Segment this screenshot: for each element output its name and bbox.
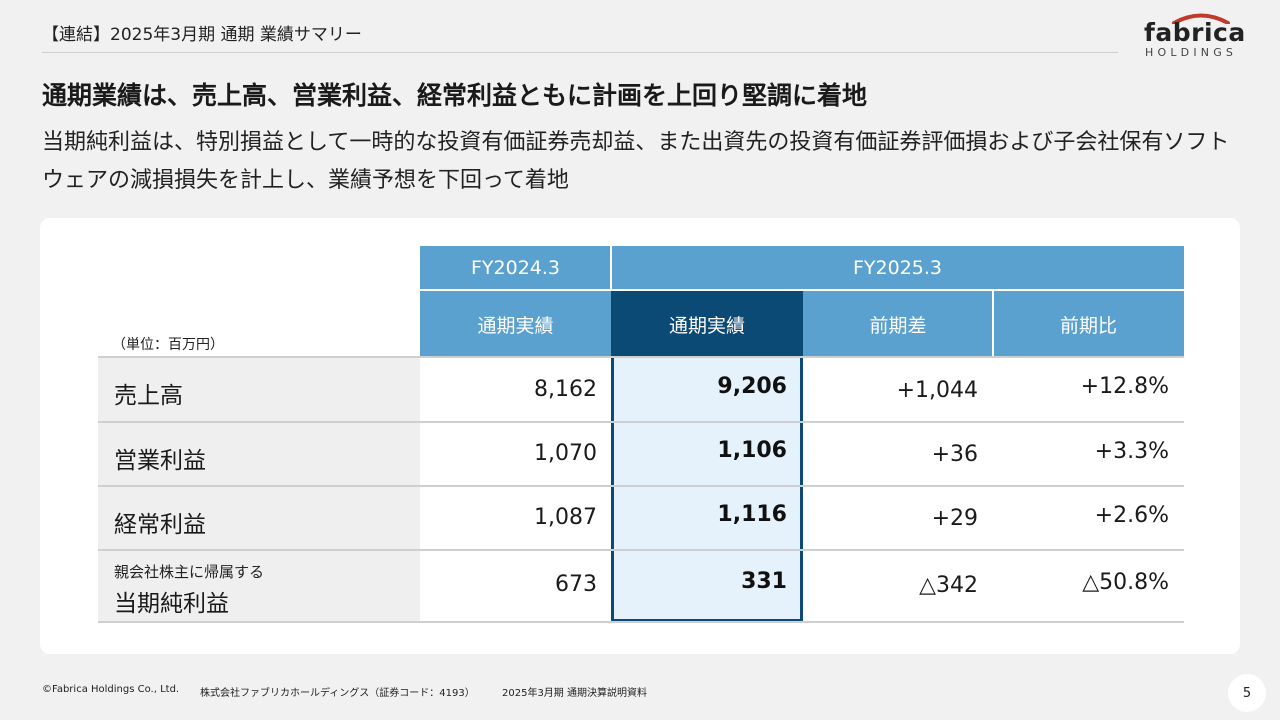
footer-document: 2025年3月期 通期決算説明資料 bbox=[502, 688, 647, 699]
row-label-bg bbox=[98, 551, 420, 621]
cell-diff: +1,044 bbox=[896, 378, 978, 403]
row-divider bbox=[98, 549, 1184, 551]
cell-prev: 1,070 bbox=[534, 441, 597, 466]
description: 当期純利益は、特別損益として一時的な投資有価証券売却益、また出資先の投資有価証券… bbox=[42, 130, 1230, 193]
cell-diff: +36 bbox=[931, 442, 978, 467]
row-label-bg bbox=[98, 487, 420, 549]
footer-copyright: ©Fabrica Holdings Co., Ltd. bbox=[42, 684, 180, 695]
headline: 通期業績は、売上高、営業利益、経常利益ともに計画を上回り堅調に着地 bbox=[42, 81, 868, 110]
company-logo: fabrica HOLDINGS bbox=[1140, 10, 1245, 62]
highlight-current-column bbox=[611, 358, 803, 622]
cell-prev: 8,162 bbox=[534, 377, 597, 402]
cell-curr: 9,206 bbox=[717, 374, 787, 399]
row-divider bbox=[98, 485, 1184, 487]
header-separator bbox=[992, 290, 994, 358]
logo-wordmark: fabrica bbox=[1144, 18, 1246, 47]
cell-diff: △342 bbox=[919, 573, 978, 598]
row-label-net-income: 当期純利益 bbox=[114, 591, 229, 617]
logo-arc-icon bbox=[1172, 13, 1230, 24]
slide-section-title: 【連結】2025年3月期 通期 業績サマリー bbox=[42, 25, 362, 45]
logo-subtitle: HOLDINGS bbox=[1145, 46, 1238, 59]
cell-curr: 1,116 bbox=[717, 502, 787, 527]
header-separator bbox=[420, 289, 611, 291]
row-divider bbox=[98, 356, 1184, 358]
row-sublabel-parent-attrib: 親会社株主に帰属する bbox=[114, 563, 265, 581]
col-header-prev-actual: 通期実績 bbox=[420, 290, 611, 358]
period-header-fy2025: FY2025.3 bbox=[611, 246, 1184, 290]
cell-ratio: +3.3% bbox=[1094, 439, 1169, 464]
row-label-operating-profit: 営業利益 bbox=[114, 448, 206, 474]
cell-prev: 1,087 bbox=[534, 505, 597, 530]
col-header-curr-actual: 通期実績 bbox=[611, 290, 803, 358]
header-separator bbox=[610, 246, 612, 290]
footer-company: 株式会社ファブリカホールディングス（証券コード：4193） bbox=[200, 688, 475, 699]
cell-ratio: +12.8% bbox=[1080, 374, 1169, 399]
cell-curr: 1,106 bbox=[717, 438, 787, 463]
row-divider bbox=[98, 421, 1184, 423]
period-header-fy2024: FY2024.3 bbox=[420, 246, 611, 290]
row-label-bg bbox=[98, 358, 420, 421]
cell-ratio: △50.8% bbox=[1082, 570, 1169, 595]
header-separator bbox=[611, 289, 1184, 291]
header-divider bbox=[42, 52, 1118, 53]
row-label-net-sales: 売上高 bbox=[114, 383, 183, 409]
col-header-yoy-ratio: 前期比 bbox=[993, 290, 1184, 358]
page-number: 5 bbox=[1228, 674, 1266, 712]
row-label-ordinary-profit: 経常利益 bbox=[114, 512, 206, 538]
cell-ratio: +2.6% bbox=[1094, 503, 1169, 528]
col-header-yoy-diff: 前期差 bbox=[803, 290, 993, 358]
unit-label: （単位：百万円） bbox=[112, 337, 224, 353]
cell-diff: +29 bbox=[931, 506, 978, 531]
cell-curr: 331 bbox=[741, 569, 787, 594]
row-divider bbox=[98, 621, 1184, 623]
row-label-bg bbox=[98, 423, 420, 485]
cell-prev: 673 bbox=[555, 572, 597, 597]
